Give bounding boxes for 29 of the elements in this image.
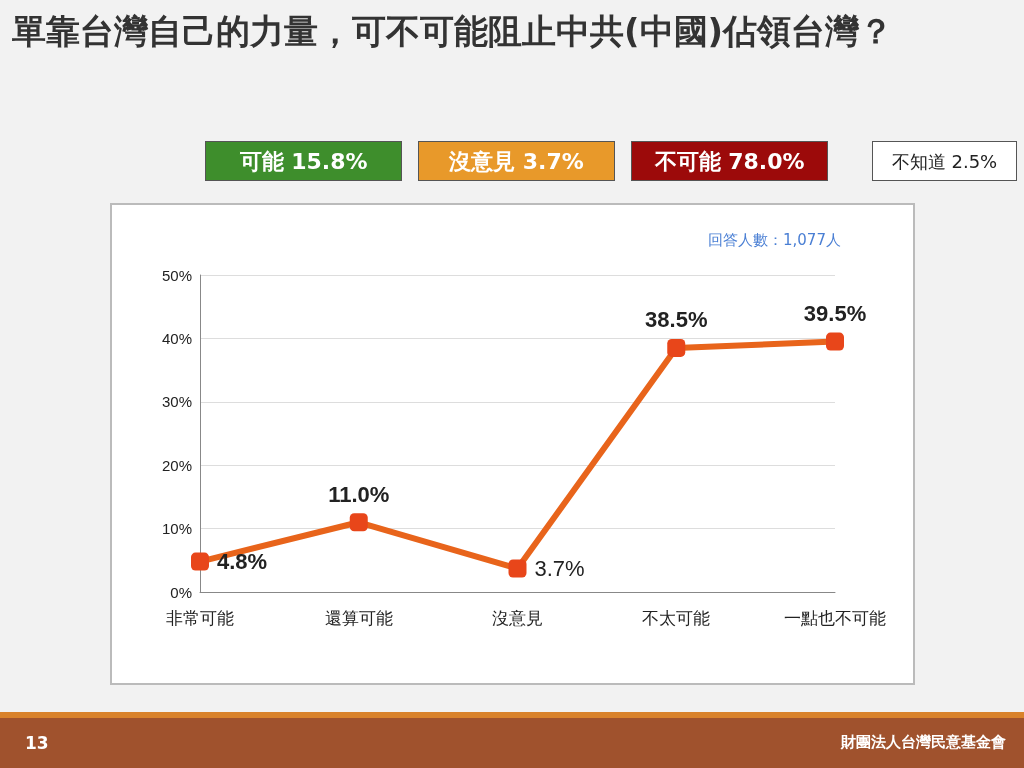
point <box>826 332 844 351</box>
text: 不可能 78.0% <box>631 141 828 181</box>
text: 不知道 2.5% <box>872 141 1017 181</box>
text: 可能 15.8% <box>205 141 402 181</box>
point <box>508 559 527 578</box>
y-tick-label: 40% <box>161 329 192 347</box>
x-tick-label: 不太可能 <box>642 609 711 628</box>
data-label: 11.0% <box>328 481 390 507</box>
y-tick-label: 20% <box>161 456 192 474</box>
y-tick-label: 50% <box>161 266 192 284</box>
text: 回答人數：1,077人 <box>708 231 841 250</box>
data-label: 39.5% <box>803 301 867 327</box>
text: 沒意見 3.7% <box>418 141 615 181</box>
x-tick-label: 非常可能 <box>166 609 234 628</box>
y-tick-label: 10% <box>161 520 192 538</box>
point <box>667 338 686 357</box>
point <box>349 513 368 532</box>
text: 13 <box>25 733 49 753</box>
data-label: 4.8% <box>217 549 268 575</box>
x-tick-label: 還算可能 <box>324 609 393 628</box>
y-tick-label: 0% <box>170 583 192 601</box>
x-tick-label: 沒意見 <box>492 609 543 628</box>
data-label: 3.7% <box>534 556 585 582</box>
data-label: 38.5% <box>645 307 708 333</box>
point <box>191 552 209 571</box>
text: 財團法人台灣民意基金會 <box>841 733 1006 752</box>
chart-title: 單靠台灣自己的力量，可不可能阻止中共(中國)佔領台灣？ <box>12 10 895 53</box>
x-tick-label: 一點也不可能 <box>784 609 886 628</box>
y-tick-label: 30% <box>161 393 192 411</box>
